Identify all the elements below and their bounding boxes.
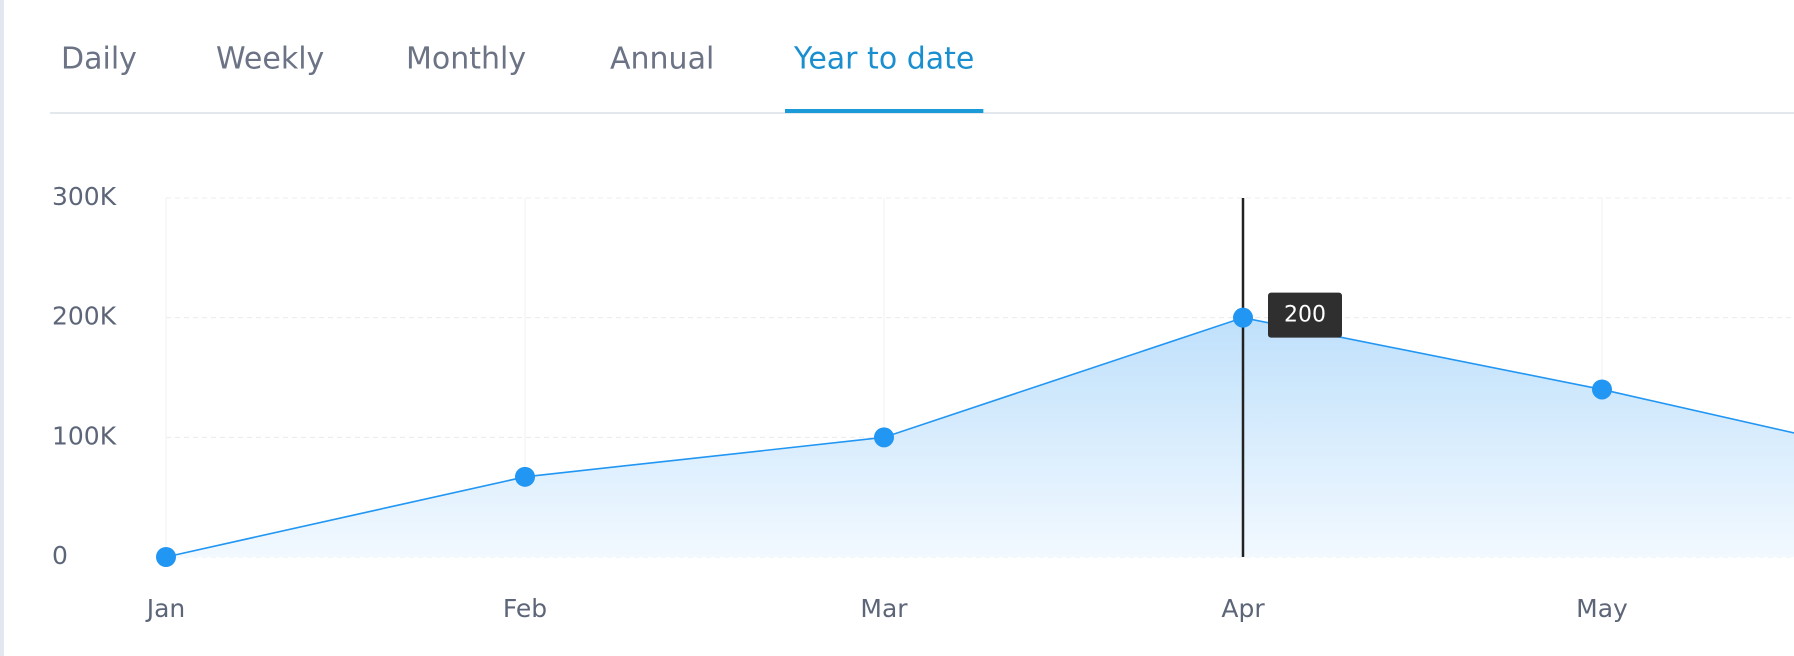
left-edge (0, 0, 4, 656)
tab[interactable]: Year to date (793, 42, 974, 77)
tooltip (1268, 292, 1342, 338)
point (1233, 307, 1253, 328)
x-tick-label: Jan (145, 594, 186, 623)
tab[interactable]: Monthly (406, 42, 526, 77)
y-tick-label: 300K (52, 182, 117, 211)
point (515, 466, 535, 487)
tab[interactable]: Weekly (216, 42, 324, 77)
active-tab-underline (785, 109, 984, 113)
x-tick-label: Apr (1221, 594, 1265, 623)
tab[interactable]: Daily (61, 42, 137, 77)
y-tick-label: 0 (52, 541, 68, 570)
x-tick-label: May (1576, 594, 1628, 623)
y-tick-label: 100K (52, 421, 117, 450)
point (874, 427, 894, 448)
point (1592, 379, 1612, 400)
point (156, 547, 176, 567)
area-fill (166, 317, 1794, 557)
tab[interactable]: Annual (610, 42, 714, 77)
tooltip-label: 200 (1284, 303, 1326, 328)
y-tick-label: 200K (52, 302, 117, 331)
area-line (165, 316, 1794, 558)
x-tick-label: Feb (503, 594, 547, 623)
x-tick-label: Mar (860, 594, 908, 623)
